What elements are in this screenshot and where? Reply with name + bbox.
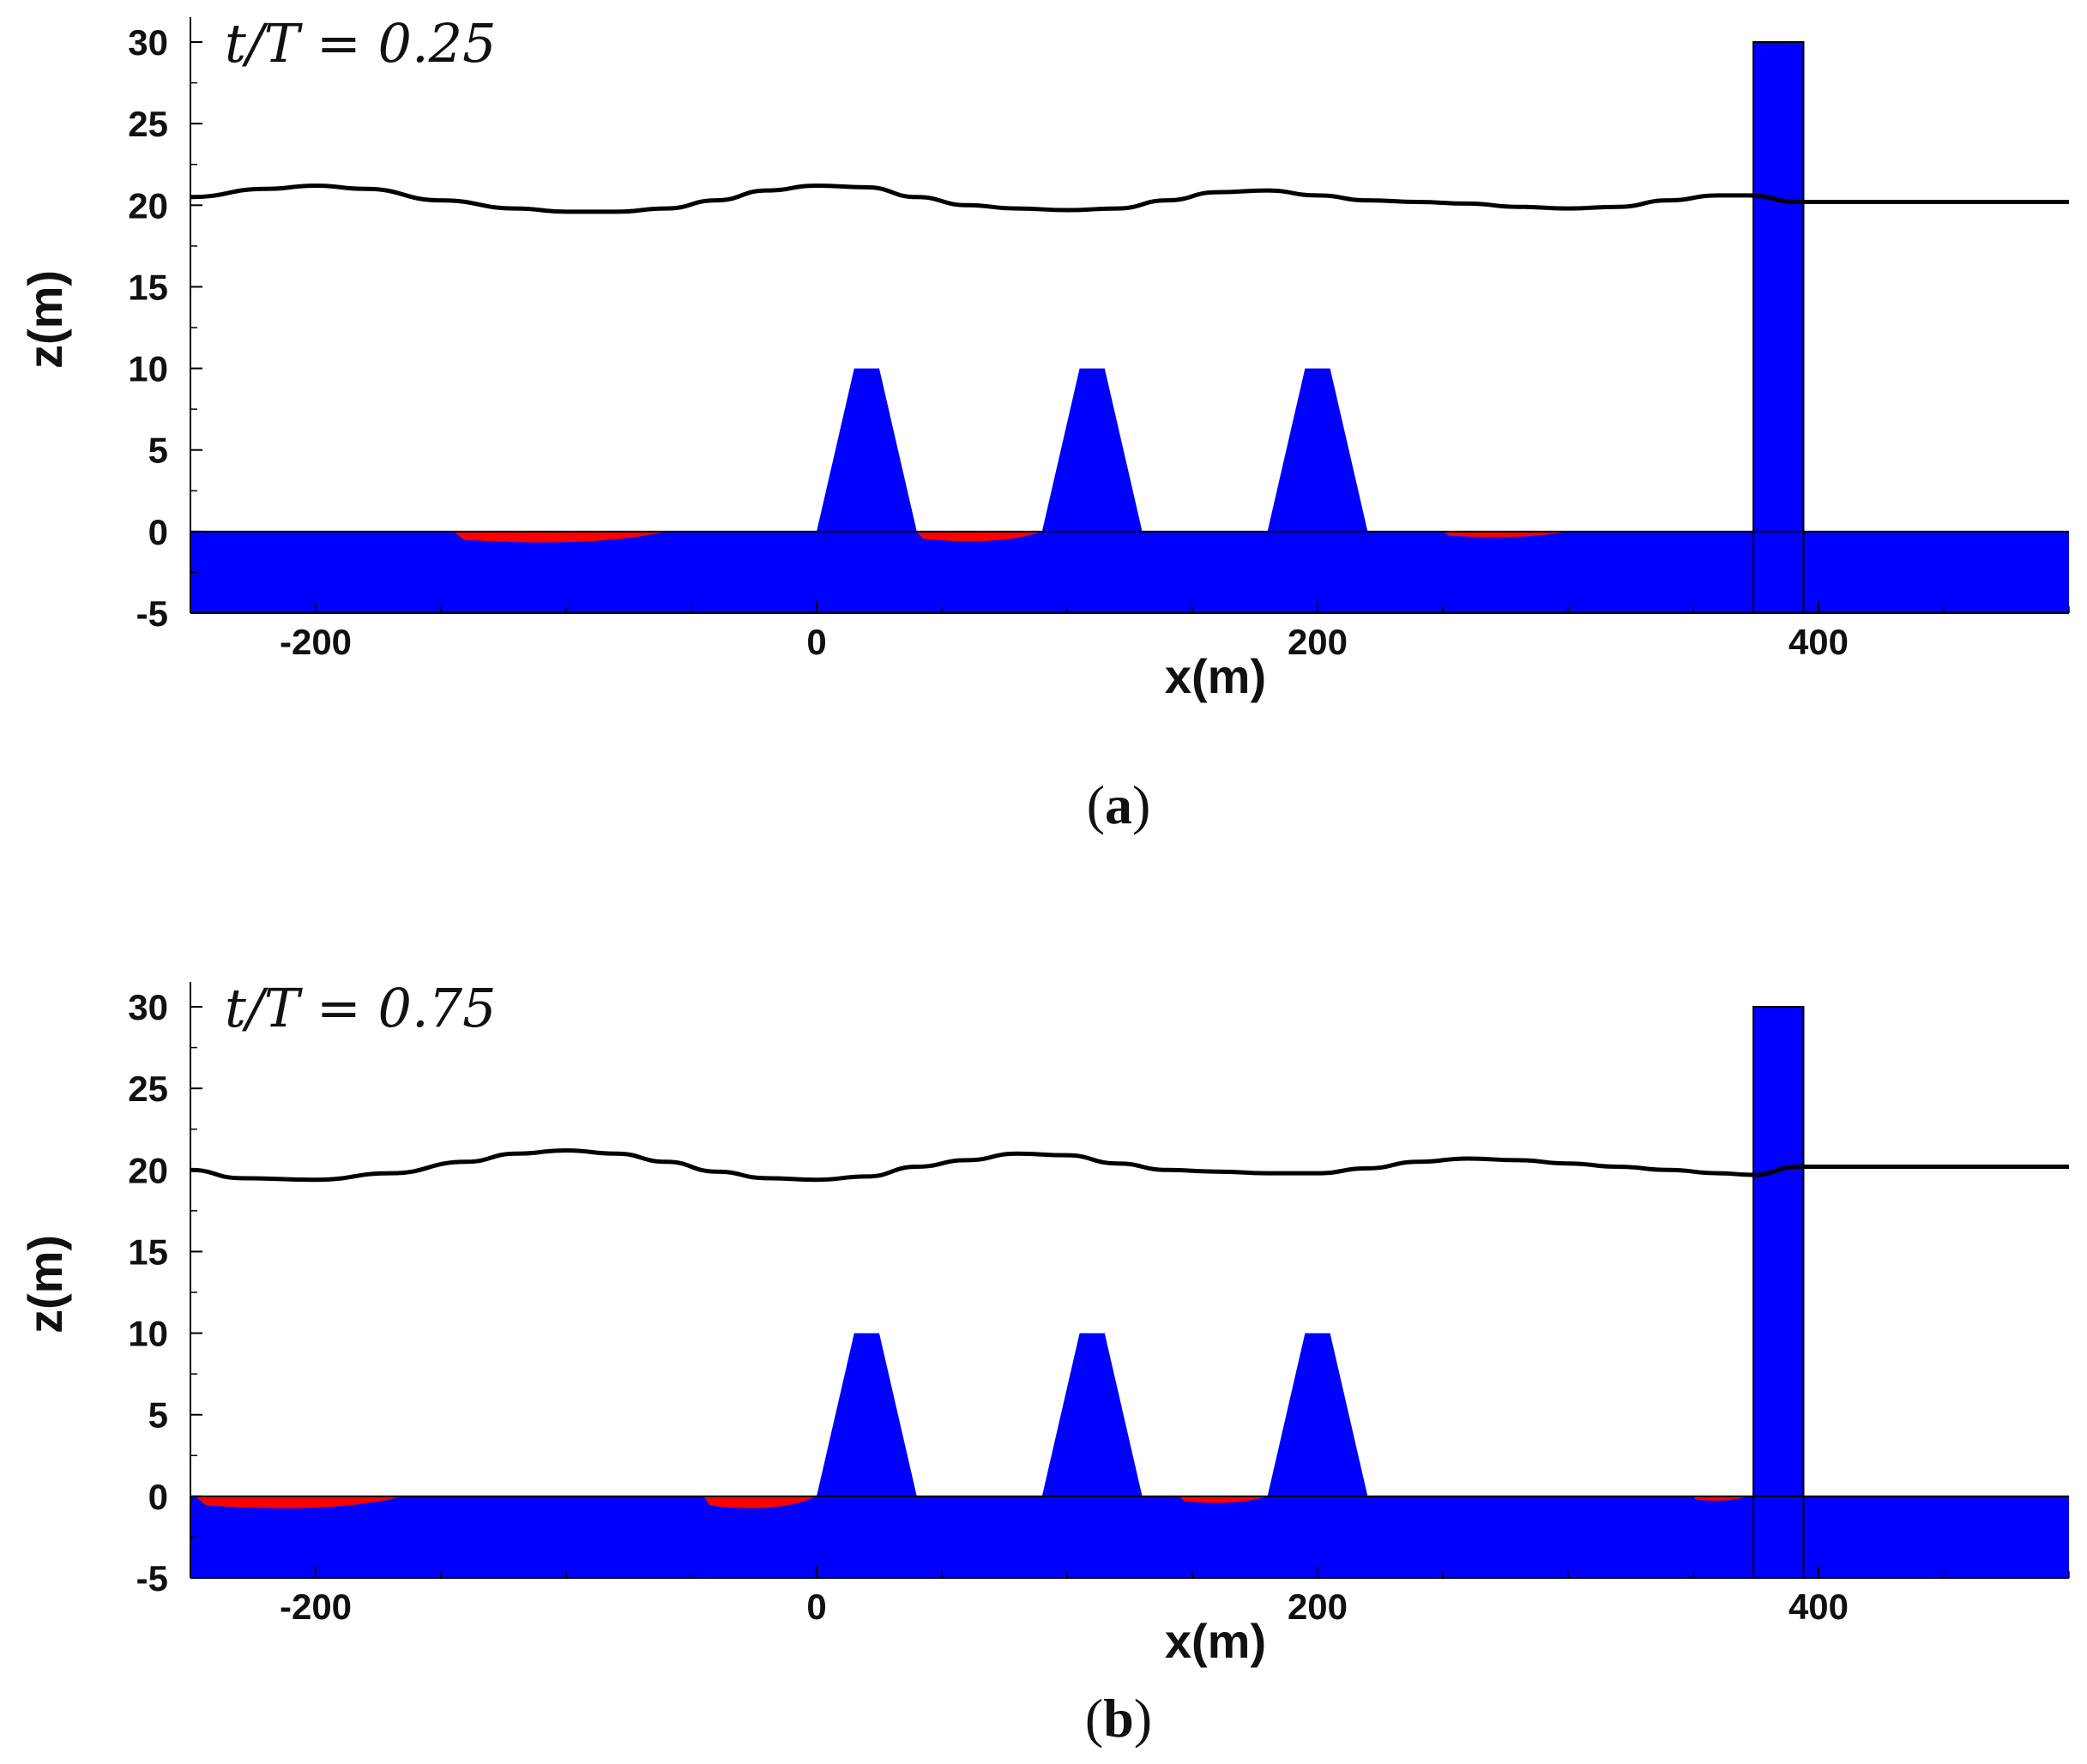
y-tick-label: -5	[136, 593, 168, 634]
x-tick-label: 0	[806, 622, 826, 662]
y-axis-label: z(m)	[18, 1235, 72, 1334]
sediment-patch-2	[916, 531, 1042, 542]
y-tick-label: 5	[148, 1395, 168, 1436]
y-tick-label: 20	[128, 1150, 168, 1190]
y-axis-label: z(m)	[18, 270, 72, 369]
x-tick-label: -200	[280, 622, 352, 662]
sediment-patch-1	[195, 1496, 404, 1508]
sediment-patch-2	[703, 1496, 817, 1508]
seawall	[1752, 1006, 1805, 1580]
y-tick-label: 5	[148, 430, 168, 471]
panel-a: -5 0 5 10 15 20 25 30 -200 0 200 400 x(m) z(m) t/T = 0…	[18, 12, 2070, 835]
breakwater-3	[1267, 1333, 1368, 1496]
sediment-patch-3	[1179, 1496, 1268, 1503]
panel-caption: (a)	[1087, 774, 1151, 835]
y-tick-label: 25	[128, 104, 168, 144]
x-tick-label: -200	[280, 1586, 352, 1627]
sediment-patch-4	[1693, 1496, 1749, 1501]
y-tick-label: 15	[128, 267, 168, 307]
time-label: t/T = 0.25	[225, 12, 497, 75]
x-tick-label: 400	[1788, 1586, 1849, 1627]
y-tick-label: 30	[128, 22, 168, 63]
y-tick-label: 15	[128, 1231, 168, 1272]
free-surface-line	[190, 183, 2069, 214]
x-tick-label: 0	[806, 1586, 826, 1627]
y-tick-label: 10	[128, 1314, 168, 1354]
breakwater-2	[1041, 368, 1143, 532]
y-tick-label: -5	[136, 1558, 168, 1598]
sediment-patch-3	[1443, 531, 1568, 538]
x-axis-label: x(m)	[1165, 1614, 1266, 1668]
x-tick-label: 200	[1288, 1586, 1348, 1627]
y-tick-label: 25	[128, 1069, 168, 1109]
seawall	[1752, 41, 1805, 615]
x-tick-label: 400	[1788, 622, 1849, 662]
time-label: t/T = 0.75	[225, 977, 497, 1039]
y-tick-label: 10	[128, 349, 168, 389]
y-tick-label: 20	[128, 185, 168, 226]
y-tick-label: 30	[128, 987, 168, 1027]
y-tick-label: 0	[148, 512, 168, 552]
panel-b: -5 0 5 10 15 20 25 30 -200 0 200 400 x(m) z(m) t/T = 0…	[18, 977, 2070, 1749]
breakwater-1	[817, 368, 917, 532]
breakwater-1	[817, 1333, 917, 1496]
breakwater-2	[1041, 1333, 1143, 1496]
x-tick-label: 200	[1288, 622, 1348, 662]
sediment-patch-1	[453, 531, 667, 543]
y-tick-label: 0	[148, 1477, 168, 1517]
breakwater-3	[1267, 368, 1368, 532]
free-surface-line	[190, 1147, 2069, 1183]
panel-caption: (b)	[1085, 1688, 1152, 1749]
x-axis-label: x(m)	[1165, 649, 1266, 703]
